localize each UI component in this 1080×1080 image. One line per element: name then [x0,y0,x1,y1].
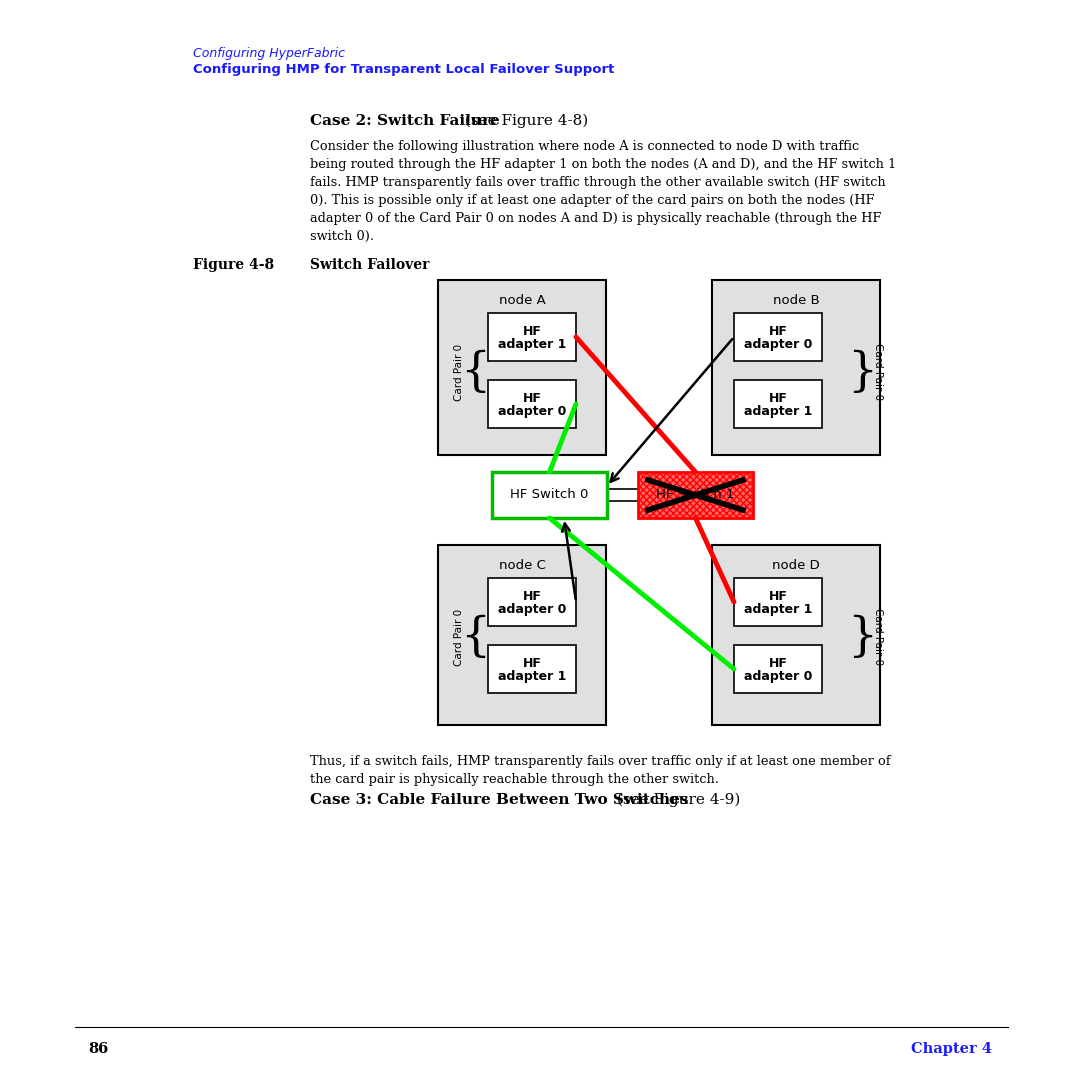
Text: HF: HF [523,657,541,670]
Text: (see Figure 4-9): (see Figure 4-9) [612,793,741,808]
Text: adapter 0: adapter 0 [498,603,566,616]
Text: adapter 0: adapter 0 [744,338,812,351]
Bar [734,645,822,693]
Text: Thus, if a switch fails, HMP transparently fails over traffic only if at least o: Thus, if a switch fails, HMP transparent… [310,755,891,786]
Text: Configuring HyperFabric: Configuring HyperFabric [193,48,345,60]
Text: HF: HF [769,590,787,603]
Text: }: } [847,349,877,394]
Text: Card Pair 0: Card Pair 0 [454,343,464,401]
Text: }: } [847,615,877,660]
Bar [638,472,753,518]
Bar [734,380,822,428]
Text: HF Switch 0: HF Switch 0 [511,488,589,501]
Text: Figure 4-8: Figure 4-8 [193,258,274,272]
Text: HF: HF [523,392,541,405]
Text: Card Pair 0: Card Pair 0 [873,608,883,665]
Bar [734,578,822,626]
Text: adapter 1: adapter 1 [498,670,566,683]
Text: 86: 86 [87,1042,108,1056]
Bar [712,280,880,455]
Text: node A: node A [499,294,545,307]
Text: HF: HF [769,657,787,670]
Bar [488,380,576,428]
Text: node C: node C [499,559,545,572]
Bar [488,578,576,626]
Text: {: { [460,349,490,394]
Bar [492,472,607,518]
Text: HF: HF [523,325,541,338]
Text: {: { [460,615,490,660]
Bar [438,545,606,725]
Text: Card Pair 0: Card Pair 0 [454,608,464,665]
Text: adapter 1: adapter 1 [498,338,566,351]
Text: adapter 0: adapter 0 [498,405,566,418]
Bar [712,545,880,725]
Text: HF: HF [523,590,541,603]
Text: Chapter 4: Chapter 4 [912,1042,993,1056]
Text: adapter 0: adapter 0 [744,670,812,683]
Text: node B: node B [772,294,820,307]
Text: HF Switch 1: HF Switch 1 [657,488,734,501]
Bar [638,472,753,518]
Text: Switch Failover: Switch Failover [310,258,430,272]
Text: (see Figure 4-8): (see Figure 4-8) [460,114,589,129]
Text: Consider the following illustration where node A is connected to node D with tra: Consider the following illustration wher… [310,140,896,243]
Bar [488,645,576,693]
Bar [734,313,822,361]
Text: node D: node D [772,559,820,572]
Text: Card Pair 0: Card Pair 0 [873,343,883,401]
Text: adapter 1: adapter 1 [744,405,812,418]
Text: HF: HF [769,392,787,405]
Text: Case 2: Switch Failure: Case 2: Switch Failure [310,114,500,129]
Text: adapter 1: adapter 1 [744,603,812,616]
Bar [488,313,576,361]
Text: Configuring HMP for Transparent Local Failover Support: Configuring HMP for Transparent Local Fa… [193,63,615,76]
Text: HF: HF [769,325,787,338]
Bar [438,280,606,455]
Text: Case 3: Cable Failure Between Two Switches: Case 3: Cable Failure Between Two Switch… [310,793,689,807]
